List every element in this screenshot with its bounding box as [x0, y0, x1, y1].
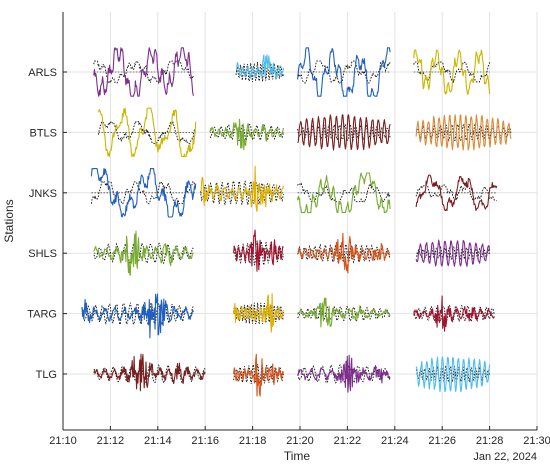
reference-trace [200, 179, 284, 207]
waveform-trace [297, 114, 391, 151]
x-tick-label: 21:28 [476, 435, 504, 447]
waveform-trace [233, 293, 284, 333]
y-axis-title: Stations [2, 199, 16, 242]
x-tick-label: 21:16 [191, 435, 219, 447]
waveform-trace [93, 47, 194, 97]
waveform-trace [297, 297, 391, 328]
waveform-trace [297, 172, 391, 214]
station-label: SHLS [28, 248, 57, 260]
waveform-trace [90, 168, 197, 218]
waveform-trace [93, 353, 206, 392]
axes: 21:10 21:12 21:14 21:16 21:18 21:20 21:22 21:24… [27, 12, 550, 447]
x-tick-label: 21:20 [286, 435, 314, 447]
waveform-trace [413, 295, 495, 332]
reference-trace [233, 363, 284, 385]
waveform-trace [413, 49, 491, 95]
station-label: ARLS [28, 67, 57, 79]
x-tick-label: 21:30 [523, 435, 550, 447]
reference-trace [415, 184, 497, 202]
traces [81, 47, 512, 397]
waveform-trace [297, 47, 391, 97]
reference-trace [297, 182, 391, 203]
x-axis-title: Time [284, 449, 311, 463]
reference-trace [90, 181, 197, 205]
waveform-trace [233, 229, 284, 272]
waveform-trace [415, 174, 498, 211]
x-tick-label: 21:22 [334, 435, 362, 447]
reference-trace [81, 301, 194, 326]
waveform-trace [81, 293, 194, 339]
station-label: JNKS [29, 188, 57, 200]
station-label: TLG [36, 369, 57, 381]
waveform-trace [235, 54, 284, 79]
waveform-trace [297, 354, 391, 393]
waveform-trace [200, 165, 284, 212]
waveform-trace [415, 114, 512, 151]
x-tick-label: 21:26 [428, 435, 456, 447]
waveform-trace [209, 118, 284, 151]
waveform-trace [415, 356, 491, 393]
waveform-trace [233, 353, 284, 397]
waveform-trace [97, 107, 197, 158]
station-label: TARG [27, 309, 57, 321]
x-tick-label: 21:14 [144, 435, 172, 447]
waveform-trace [297, 232, 391, 274]
x-tick-label: 21:18 [239, 435, 267, 447]
reference-trace [209, 123, 284, 142]
reference-trace [93, 363, 206, 385]
reference-trace [413, 61, 491, 84]
x-tick-label: 21:24 [381, 435, 409, 447]
x-tick-label: 21:10 [49, 435, 77, 447]
x-tick-label: 21:12 [97, 435, 125, 447]
labels: Time Stations Jan 22, 2024 [2, 199, 537, 463]
waveform-trace [415, 239, 491, 267]
station-label: BTLS [29, 127, 57, 139]
waveform-trace [93, 230, 194, 276]
date-label: Jan 22, 2024 [473, 451, 537, 463]
